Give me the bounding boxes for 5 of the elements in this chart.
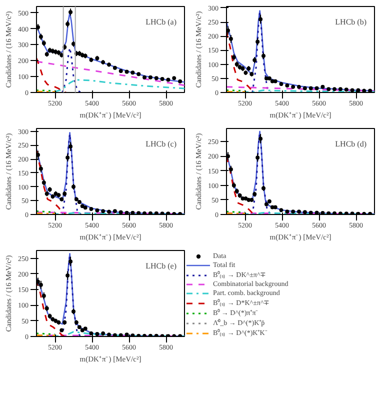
annotation: LHCb (d) [335, 140, 367, 148]
annotation: LHCb (e) [146, 262, 177, 270]
annotation: LHCb (b) [335, 18, 367, 26]
annotation: LHCb (a) [146, 18, 177, 26]
annotation: LHCb (c) [146, 140, 177, 148]
